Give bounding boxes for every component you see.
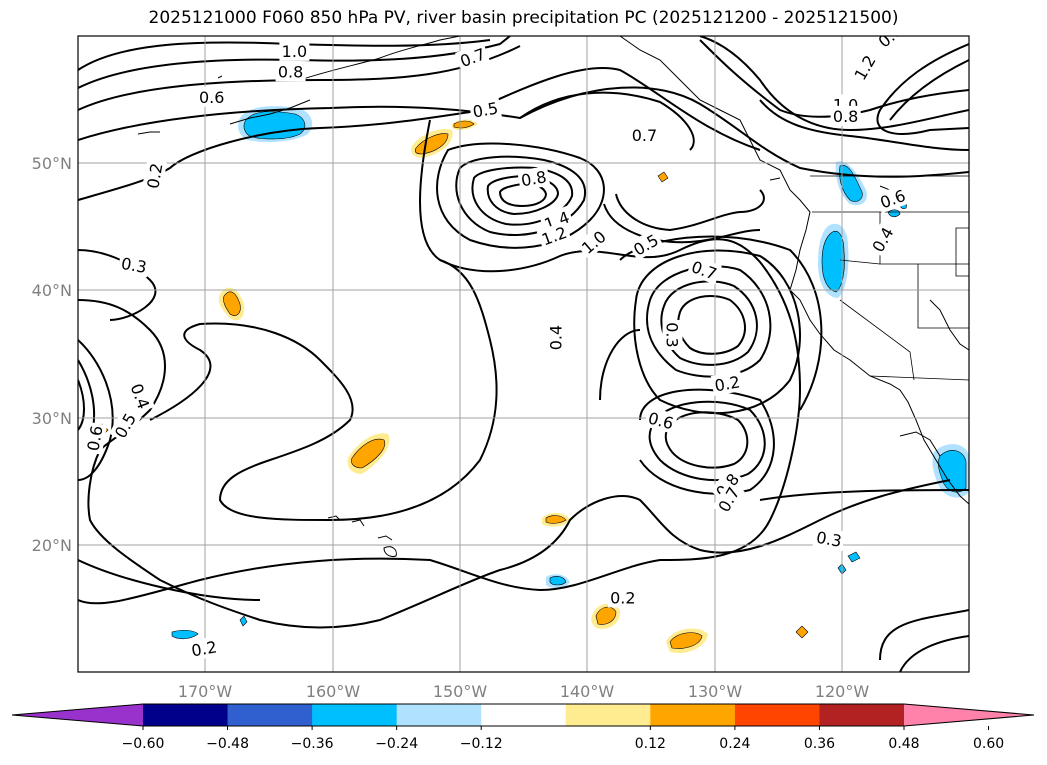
contour-label-bg xyxy=(848,49,881,86)
contour-label-bg xyxy=(898,0,934,27)
colorbar-tick-label: −0.36 xyxy=(291,736,334,752)
contour-label: 0.3 xyxy=(815,528,843,551)
contour-label: 0.6 xyxy=(199,88,224,107)
colorbar-bin xyxy=(481,704,567,726)
contour-label-bg xyxy=(643,406,679,434)
colorbar-over-triangle xyxy=(904,704,1034,726)
colorbar-bin xyxy=(312,704,398,726)
contour-label-bg xyxy=(455,42,491,72)
colorbar-tick-label: −0.24 xyxy=(375,736,418,752)
contour-label-bg xyxy=(812,526,846,552)
lon-label-150w: 150°W xyxy=(433,682,488,701)
contour-label-bg xyxy=(517,165,551,191)
contour-label-bg xyxy=(629,124,660,145)
colorbar-bin xyxy=(734,704,820,726)
map-panel: 1.00.80.60.70.50.81.41.2 1.00.70.50.70.20… xyxy=(77,0,970,758)
colorbar-tick-labels: −0.60 −0.48 −0.36 −0.24 −0.12 0.12 0.24 0.36 0.4… xyxy=(122,726,1004,752)
contour-label: 0.6 xyxy=(900,0,932,26)
borders xyxy=(810,175,969,381)
lon-label-160w: 160°W xyxy=(306,682,361,701)
lat-label-40: 40°N xyxy=(32,281,72,300)
colorbar-bin xyxy=(396,704,482,726)
colorbar-bin xyxy=(143,704,229,726)
contour-label: 0.8 xyxy=(520,167,548,190)
contour-label: 1.0 xyxy=(282,42,307,61)
contour-label-bg xyxy=(662,319,683,350)
contour-label: 0.4 xyxy=(546,325,565,350)
colorbar-tick-label: −0.60 xyxy=(122,736,165,752)
contour-label-bg xyxy=(536,221,572,251)
colorbar-tick-label: 0.48 xyxy=(888,736,919,752)
contour-label: 0.2 xyxy=(190,637,218,660)
contour-labels: 1.00.80.60.70.50.81.41.2 1.00.70.50.70.20… xyxy=(82,0,934,758)
contour-label-bg xyxy=(141,159,167,193)
contour-label-bg xyxy=(108,407,142,444)
colorbar: −0.60 −0.48 −0.36 −0.24 −0.12 0.12 0.24 0.36 0.4… xyxy=(11,703,1035,752)
contour-label: 0.5 xyxy=(471,98,499,121)
colorbar-bin xyxy=(227,704,313,726)
lat-label-30: 30°N xyxy=(32,409,72,428)
colorbar-tick-label: 0.12 xyxy=(635,736,666,752)
lat-label-20: 20°N xyxy=(32,536,72,555)
contour-label-bg xyxy=(275,61,306,82)
coastlines xyxy=(137,36,969,557)
contour-label-bg xyxy=(575,224,612,260)
contour-label: 0.6 xyxy=(83,424,106,452)
contour-label-bg xyxy=(686,255,722,285)
contour-label-bg xyxy=(279,40,310,61)
contour-label: 0.2 xyxy=(713,372,741,395)
contour-label-bg xyxy=(627,228,664,261)
lon-label-170w: 170°W xyxy=(178,682,233,701)
colorbar-bin xyxy=(819,704,905,726)
colorbar-bin xyxy=(650,704,736,726)
colorbar-tick-label: −0.48 xyxy=(206,736,249,752)
contour-label: 0.7 xyxy=(632,126,657,145)
colorbar-under-triangle xyxy=(12,704,143,726)
precip-negative-shading xyxy=(171,106,969,640)
contour-label: 0.8 xyxy=(833,107,858,126)
lon-label-120w: 120°W xyxy=(815,682,870,701)
contour-label: 0.3 xyxy=(662,322,681,347)
colorbar-tick-label: 0.60 xyxy=(973,736,1004,752)
contour-label: 0.2 xyxy=(610,588,635,607)
contour-label-bg xyxy=(468,97,502,122)
contour-label-bg xyxy=(545,322,566,353)
contour-label-bg xyxy=(607,587,638,608)
contour-label-bg xyxy=(851,733,884,758)
contour-label-bg xyxy=(712,481,745,518)
contour-label-bg xyxy=(875,184,911,214)
contour-label: 0.2 xyxy=(853,734,881,757)
lon-label-140w: 140°W xyxy=(560,682,615,701)
contour-label: 0.2 xyxy=(143,162,166,190)
lon-label-130w: 130°W xyxy=(688,682,743,701)
contour-label: 0.3 xyxy=(120,254,148,277)
contour-label-bg xyxy=(82,421,108,455)
lat-label-50: 50°N xyxy=(32,154,72,173)
contour-label-bg xyxy=(710,370,744,396)
colorbar-tick-label: −0.12 xyxy=(460,736,503,752)
contour-label-bg xyxy=(187,635,221,661)
contour-label-bg xyxy=(830,105,861,126)
contour-label-bg xyxy=(196,86,227,107)
contour-label-bg xyxy=(872,36,909,53)
contour-label-bg xyxy=(117,252,151,278)
latitude-labels: 50°N 40°N 30°N 20°N xyxy=(32,154,72,555)
contour-label-bg xyxy=(866,221,899,258)
contour-label: 0.8 xyxy=(278,62,303,81)
contour-label-bg xyxy=(125,378,155,414)
map-title: 2025121000 F060 850 hPa PV, river basin … xyxy=(148,8,899,28)
colorbar-bin xyxy=(565,704,651,726)
colorbar-tick-label: 0.24 xyxy=(719,736,750,752)
graticule xyxy=(78,36,969,672)
colorbar-tick-label: 0.36 xyxy=(804,736,835,752)
longitude-labels: 170°W 160°W 150°W 140°W 130°W 120°W xyxy=(178,682,870,701)
